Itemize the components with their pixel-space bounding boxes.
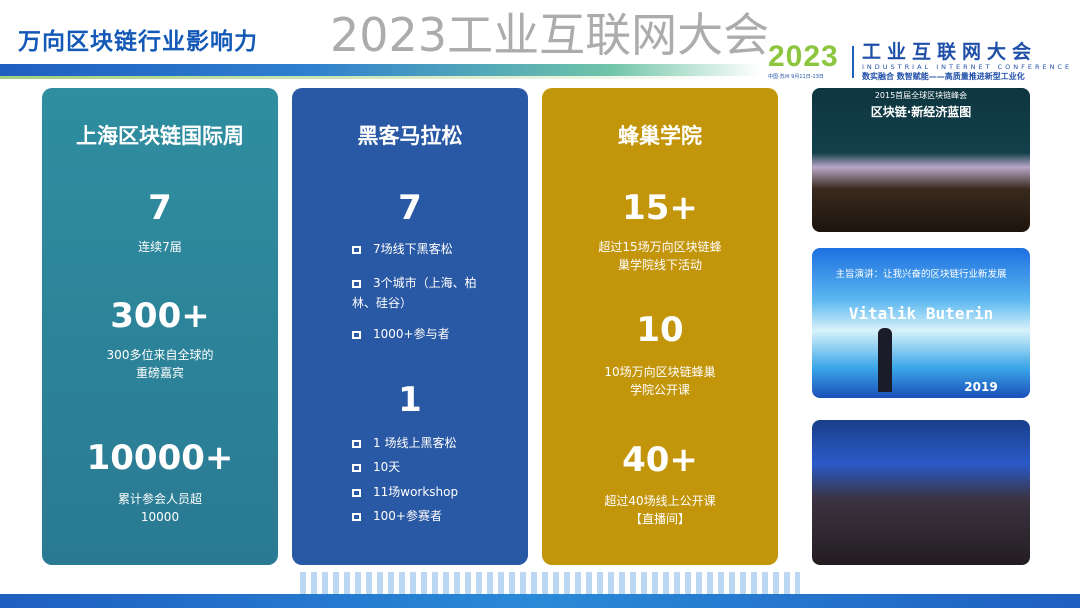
card-title: 上海区块链国际周 [76,124,244,148]
bullet-item: 10天 [352,457,400,477]
stat-desc: 10场万向区块链蜂巢学院公开课 [604,365,716,397]
stat-desc: 超过15场万向区块链蜂巢学院线下活动 [598,240,722,272]
stat-desc: 300多位来自全球的重磅嘉宾 [106,348,214,380]
skyline-decoration [300,572,800,594]
checkbox-icon [352,488,361,497]
checkbox-icon [352,330,361,339]
stat-value: 1 [398,380,422,420]
header-stripe [0,64,760,76]
bullet-item: 1 场线上黑客松 [352,433,456,453]
stat-desc: 连续7届 [138,240,182,254]
stat-value: 300+ [110,296,210,336]
card-hive-academy: 蜂巢学院 15+ 超过15场万向区块链蜂巢学院线下活动 10 10场万向区块链蜂… [542,88,778,565]
checkbox-icon [352,245,361,254]
speaker-figure [878,328,892,392]
card-title: 黑客马拉松 [357,124,463,148]
stat-value: 10000+ [86,438,234,478]
checkbox-icon [352,463,361,472]
header-stripe-accent [0,76,740,79]
bullet-item: 1000+参与者 [352,324,450,344]
bullet-item: 11场workshop [352,482,458,502]
conference-logo: 2023 工业互联网大会 INDUSTRIAL INTERNET CONFERE… [768,42,1073,82]
logo-name: 工业互联网大会 [862,41,1038,63]
page-title: 万向区块链行业影响力 [18,29,258,55]
photo-conference-hall [812,420,1030,565]
logo-date: 中国·苏州 9月11日-13日 [768,74,824,80]
footer-bar [0,594,1080,608]
checkbox-icon [352,279,361,288]
logo-year: 2023 [768,40,839,73]
bullet-item: 3个城市（上海、柏林、硅谷） [352,276,477,310]
bullet-item: 7场线下黑客松 [352,239,453,259]
stat-value: 7 [398,188,422,228]
stat-value: 10 [636,310,684,350]
card-blockchain-week: 上海区块链国际周 7 连续7届 300+ 300多位来自全球的重磅嘉宾 1000… [42,88,278,565]
card-title: 蜂巢学院 [618,124,702,148]
card-hackathon: 黑客马拉松 7 7场线下黑客松 3个城市（上海、柏林、硅谷） 1000+参与者 … [292,88,528,565]
photo-keynote: 主旨演讲：让我兴奋的区块链行业新发展 Vitalik Buterin 2019 [812,248,1030,398]
bullet-item: 100+参赛者 [352,506,442,526]
checkbox-icon [352,439,361,448]
stat-desc: 累计参会人员超10000 [117,492,202,524]
stat-value: 7 [148,188,172,228]
stat-desc: 超过40场线上公开课【直播间】 [604,494,716,526]
logo-slogan: 数实融合 数智赋能——高质量推进新型工业化 [862,72,1025,81]
watermark: 2023工业互联网大会 [330,8,770,62]
photo-summit-2015: 2015首届全球区块链峰会 区块链·新经济蓝图 [812,88,1030,232]
checkbox-icon [352,512,361,521]
logo-english: INDUSTRIAL INTERNET CONFERENCE [862,63,1073,71]
logo-divider [852,46,854,78]
stat-value: 40+ [622,440,698,480]
stat-value: 15+ [622,188,698,228]
